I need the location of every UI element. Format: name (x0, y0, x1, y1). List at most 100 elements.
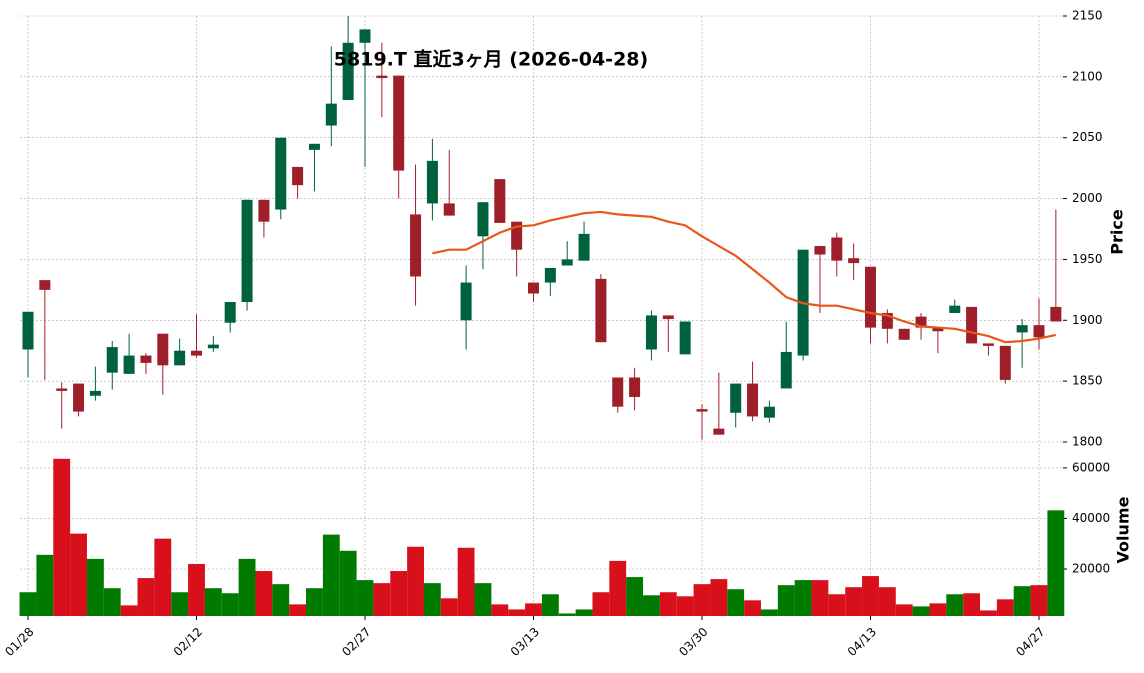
candle-body (713, 428, 725, 435)
moving-average-line (432, 210, 1057, 344)
volume-bar (474, 583, 492, 616)
volume-bar (373, 583, 391, 616)
candle-body (22, 311, 34, 350)
x-tick-label: 03/13 (508, 625, 542, 659)
volume-bar (558, 613, 576, 616)
volume-bar (525, 603, 542, 616)
candle-body (174, 350, 186, 366)
volume-bar (390, 571, 408, 616)
y-tick-label: 1950 (1072, 252, 1103, 266)
volume-bar (457, 547, 475, 616)
volume-bar (289, 604, 307, 616)
volume-bar (407, 546, 424, 616)
candle-body (157, 333, 169, 366)
candle-body (578, 233, 590, 261)
volume-tick-label: 40000 (1072, 511, 1110, 525)
candle-body (56, 388, 68, 391)
volume-bar (103, 588, 121, 616)
volume-bar (878, 587, 896, 616)
volume-bar (727, 589, 745, 616)
candle-body (39, 280, 51, 290)
chart-title: 5819.T 直近3ヶ月 (2026-04-28) (334, 48, 648, 71)
candle-body (494, 179, 506, 223)
candle-body (241, 199, 253, 303)
volume-bar (491, 604, 509, 616)
candle-body (275, 137, 287, 210)
volume-bar (912, 606, 930, 616)
volume-tick-label: 60000 (1072, 460, 1110, 474)
volume-bar (356, 580, 374, 616)
candle-body (393, 75, 405, 171)
volume-bar (508, 609, 526, 616)
volume-bar (272, 584, 290, 616)
volume-bar (744, 600, 761, 616)
candle-body (258, 199, 270, 222)
candle-body (207, 344, 219, 349)
volume-bar (929, 603, 947, 616)
volume-bar (693, 584, 711, 616)
candle-body (224, 302, 236, 323)
candle-body (477, 202, 489, 237)
candle-body (359, 29, 371, 43)
candle-body (966, 306, 978, 344)
candle-body (949, 305, 961, 313)
volume-bar (70, 533, 87, 616)
candle-body (747, 383, 759, 417)
volume-bar (592, 592, 610, 616)
candle-body (140, 355, 152, 363)
y-tick-label: 2150 (1072, 9, 1103, 23)
volume-bar (980, 610, 997, 616)
candle-body (342, 42, 354, 100)
volume-bar (541, 594, 559, 616)
volume-bar (963, 593, 981, 616)
candle-body (292, 166, 304, 186)
candle-body (848, 258, 860, 264)
volume-bar (339, 550, 357, 616)
candle-body (915, 316, 927, 328)
volume-bar (86, 558, 104, 616)
x-tick-label: 03/30 (676, 625, 710, 659)
candle-body (999, 345, 1011, 380)
x-tick-label: 01/28 (2, 625, 36, 659)
candle-body (325, 103, 337, 126)
candle-body (763, 406, 775, 418)
x-tick-label: 04/13 (845, 625, 879, 659)
volume-bar (154, 538, 172, 616)
volume-bar (659, 592, 677, 616)
volume-bar (828, 594, 846, 616)
volume-bar (19, 592, 37, 616)
candle-body (730, 383, 742, 413)
candle-body (645, 315, 657, 350)
candle-body (460, 282, 472, 321)
volume-bar (322, 534, 340, 616)
volume-axis-label: Volume (1114, 496, 1133, 563)
candle-body (662, 315, 674, 320)
volume-bar (255, 571, 273, 616)
volume-bar (845, 587, 863, 616)
volume-bar (626, 577, 644, 616)
x-tick-label: 02/27 (339, 625, 373, 659)
volume-bar (760, 609, 778, 616)
volume-bar (1013, 586, 1031, 616)
candle-body (410, 214, 422, 277)
candle-body (1016, 325, 1028, 333)
candle-body (612, 377, 624, 407)
volume-bar (423, 583, 441, 616)
volume-bar (643, 595, 660, 616)
candle-body (1050, 306, 1062, 322)
candle-body (308, 143, 320, 150)
candle-body (898, 328, 910, 340)
x-tick-label: 02/12 (171, 625, 205, 659)
volume-bar (609, 560, 627, 616)
volume-bar (440, 598, 458, 616)
y-tick-label: 1800 (1072, 435, 1103, 449)
volume-bar (862, 576, 879, 616)
candle-body (780, 351, 792, 389)
candle-body (1033, 325, 1045, 338)
volume-bar (306, 588, 323, 616)
volume-bar (895, 604, 913, 616)
volume-bar (53, 458, 71, 616)
candle-body (191, 350, 202, 356)
candle-body (376, 75, 388, 79)
candle-body (544, 267, 556, 283)
